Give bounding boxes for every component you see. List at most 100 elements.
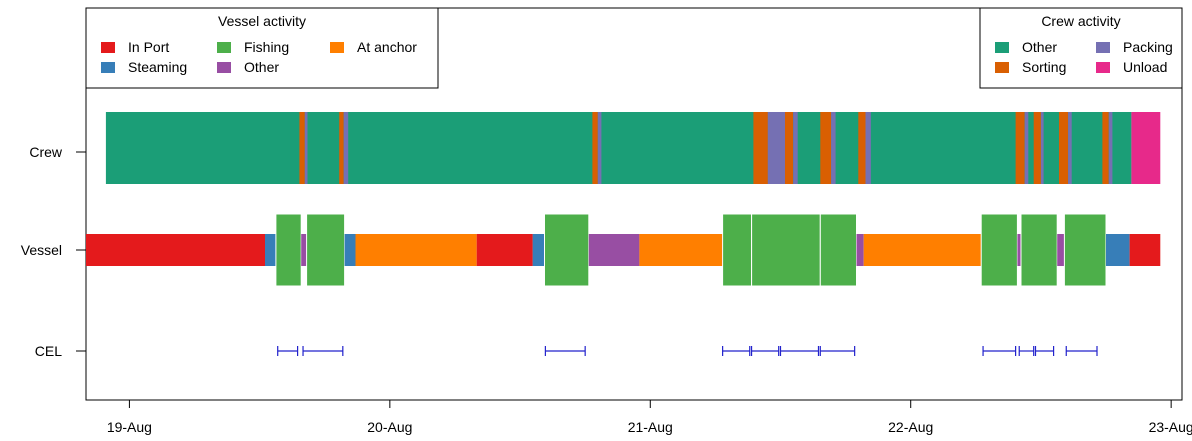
crew-bar-sorting-17: [1033, 112, 1041, 184]
crew-bar-packing-4: [343, 112, 349, 184]
legend-crew-activity: Crew activity Other Sorting Packing Unload: [979, 7, 1183, 89]
x-tick-label-0: 19-Aug: [107, 419, 152, 435]
crew-bar-packing-10: [793, 112, 798, 184]
legend-crew-item-label-2: Packing: [1123, 39, 1173, 55]
crew-bar-packing-14: [865, 112, 871, 184]
vessel-bar-other-15: [856, 234, 864, 266]
legend-vessel-item-label-1: Steaming: [128, 59, 187, 75]
vessel-bar-fishing-2: [275, 213, 302, 287]
cel-interval-8: [1018, 346, 1035, 356]
cel-interval-10: [1065, 346, 1098, 356]
legend-vessel-item-label-4: At anchor: [357, 39, 417, 55]
cel-interval-0: [277, 346, 299, 356]
crew-bar-sorting-11: [820, 112, 832, 184]
x-tick-label-4: 23-Aug: [1149, 419, 1192, 435]
vessel-bar-other-10: [588, 234, 640, 266]
vessel-bar-at-anchor-6: [355, 234, 477, 266]
vessel-bar-other-3: [301, 234, 307, 266]
crew-bar-packing-22: [1108, 112, 1113, 184]
legend-crew-item-unload: Unload: [1096, 59, 1167, 75]
legend-crew-item-swatch-0: [995, 42, 1009, 53]
legend-crew-item-label-3: Unload: [1123, 59, 1167, 75]
legend-vessel-item-in-port: In Port: [101, 39, 169, 55]
legend-crew-item-label-1: Sorting: [1022, 59, 1066, 75]
legend-crew-box: [979, 7, 1183, 89]
row-label-crew: Crew: [29, 144, 63, 160]
cel-interval-3: [722, 346, 751, 356]
legend-vessel-item-label-0: In Port: [128, 39, 169, 55]
vessel-bar-fishing-4: [306, 213, 346, 287]
crew-bar-sorting-9: [785, 112, 794, 184]
crew-bar-other-0: [105, 112, 1132, 184]
legend-vessel-item-swatch-4: [330, 42, 344, 53]
crew-bar-packing-6: [597, 112, 602, 184]
x-tick-label-1: 20-Aug: [367, 419, 412, 435]
legend-crew-item-swatch-3: [1096, 62, 1110, 73]
row-labels: Crew Vessel CEL: [21, 144, 86, 359]
crew-bar-sorting-13: [858, 112, 866, 184]
legend-vessel-item-label-3: Other: [244, 59, 279, 75]
legend-vessel-item-swatch-1: [101, 62, 115, 73]
crew-bar-packing-18: [1040, 112, 1044, 184]
legend-vessel-item-other: Other: [217, 59, 279, 75]
legend-vessel-item-steaming: Steaming: [101, 59, 187, 75]
legend-vessel-item-swatch-3: [217, 62, 231, 73]
vessel-bar-in-port-0: [86, 234, 265, 266]
legend-crew-item-packing: Packing: [1096, 39, 1173, 55]
cel-interval-6: [819, 346, 856, 356]
crew-bar-sorting-19: [1059, 112, 1068, 184]
vessel-bar-fishing-17: [980, 213, 1018, 287]
crew-bar-sorting-7: [753, 112, 768, 184]
cel-interval-7: [982, 346, 1017, 356]
vessel-bar-fishing-21: [1063, 213, 1107, 287]
row-label-vessel: Vessel: [21, 242, 62, 258]
vessel-bar-fishing-12: [722, 213, 752, 287]
row-label-cel: CEL: [35, 343, 62, 359]
vessel-bar-steaming-22: [1106, 234, 1130, 266]
legend-vessel-activity: Vessel activity In Port Steaming Fishing Ot…: [85, 7, 439, 89]
legend-crew-item-sorting: Sorting: [995, 59, 1066, 75]
crew-bar-packing-8: [767, 112, 785, 184]
vessel-bar-steaming-1: [265, 234, 276, 266]
legend-crew-item-other: Other: [995, 39, 1057, 55]
cel-interval-5: [779, 346, 820, 356]
cel-interval-4: [750, 346, 780, 356]
crew-bar-sorting-15: [1015, 112, 1025, 184]
vessel-bar-at-anchor-11: [639, 234, 723, 266]
crew-bar-packing-16: [1024, 112, 1029, 184]
x-tick-label-2: 21-Aug: [628, 419, 673, 435]
vessel-bar-steaming-8: [532, 234, 545, 266]
x-tick-label-3: 22-Aug: [888, 419, 933, 435]
legend-crew-item-label-0: Other: [1022, 39, 1057, 55]
vessel-bar-fishing-13: [751, 213, 821, 287]
cel-interval-9: [1034, 346, 1055, 356]
legend-vessel-item-swatch-0: [101, 42, 115, 53]
legend-vessel-box: [85, 7, 439, 89]
cel-interval-1: [302, 346, 344, 356]
crew-bar-packing-2: [304, 112, 308, 184]
cel-marks: [277, 346, 1098, 356]
legend-crew-item-swatch-2: [1096, 42, 1110, 53]
x-axis: 19-Aug 20-Aug 21-Aug 22-Aug 23-Aug: [107, 399, 1192, 435]
vessel-bar-in-port-23: [1129, 234, 1161, 266]
vessel-bar-in-port-7: [476, 234, 533, 266]
vessel-bar-other-20: [1057, 234, 1065, 266]
legend-crew-item-swatch-1: [995, 62, 1009, 73]
crew-bar-sorting-5: [592, 112, 598, 184]
vessel-bar-fishing-9: [544, 213, 590, 287]
vessel-bar-steaming-5: [344, 234, 356, 266]
legend-vessel-item-at-anchor: At anchor: [330, 39, 417, 55]
crew-bar-packing-20: [1068, 112, 1072, 184]
vessel-bar-fishing-19: [1020, 213, 1058, 287]
vessel-bar-fishing-14: [819, 213, 857, 287]
legend-vessel-title: Vessel activity: [218, 13, 306, 29]
legend-vessel-item-swatch-2: [217, 42, 231, 53]
crew-bar-unload-23: [1131, 112, 1161, 184]
crew-bar-sorting-3: [339, 112, 344, 184]
crew-bar-sorting-21: [1102, 112, 1109, 184]
cel-interval-2: [544, 346, 586, 356]
crew-bars: [105, 112, 1161, 184]
vessel-bars: [86, 213, 1161, 287]
legend-vessel-item-fishing: Fishing: [217, 39, 289, 55]
